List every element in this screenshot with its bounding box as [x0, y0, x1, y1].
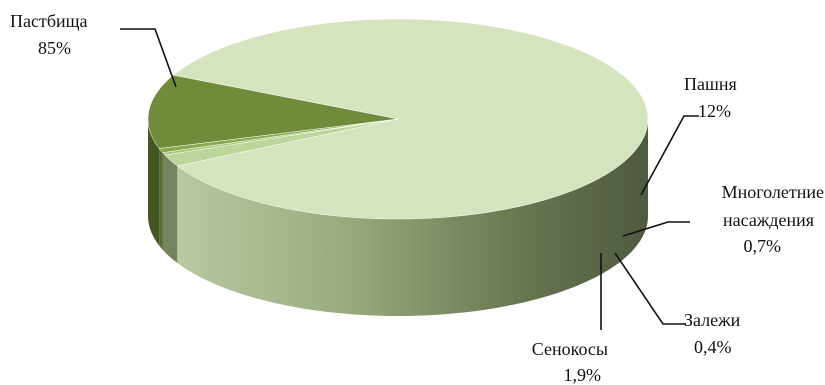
slice-label-senokosy-name: Сенокосы — [532, 339, 608, 359]
slice-label-senokosy: Сенокосы 1,9% — [532, 339, 608, 385]
pie-side-3 — [162, 152, 165, 253]
pie-side-2 — [159, 148, 163, 250]
pie-side-0 — [177, 119, 648, 316]
slice-label-zalezhi-name: Залежи — [684, 310, 741, 330]
pie-side-layer — [148, 119, 648, 316]
slice-label-zalezhi-value: 0,4% — [694, 337, 732, 357]
leader-line-3 — [614, 252, 686, 325]
leader-line-1 — [640, 115, 699, 196]
slice-label-pashnya: Пашня 12% — [684, 74, 737, 121]
leader-line-0 — [120, 28, 177, 88]
slice-label-mnogoletnie-value: 0,7% — [744, 236, 782, 256]
pie-slice-0 — [172, 18, 649, 220]
pie-side-4 — [164, 155, 178, 263]
slice-label-pastbishcha: Пастбища 85% — [10, 11, 87, 58]
pie-top-layer — [147, 18, 649, 220]
leader-lines — [120, 28, 699, 330]
pie-side-1 — [148, 119, 160, 246]
slice-label-senokosy-value: 1,9% — [564, 365, 602, 385]
slice-label-mnogoletnie-line1: Многолетние — [722, 182, 824, 202]
slice-label-mnogoletnie-line2: насаждения — [723, 210, 814, 230]
leader-line-2 — [622, 221, 690, 237]
slice-label-zalezhi: Залежи 0,4% — [684, 310, 741, 357]
pie-slice-1 — [147, 74, 399, 149]
slice-label-pastbishcha-name: Пастбища — [10, 11, 87, 31]
slice-label-pastbishcha-value: 85% — [38, 38, 71, 58]
slice-label-pashnya-name: Пашня — [684, 74, 737, 94]
slice-label-mnogoletnie: Многолетние насаждения 0,7% — [722, 182, 824, 256]
slice-label-pashnya-value: 12% — [698, 101, 731, 121]
pie-slice-4 — [164, 118, 399, 167]
